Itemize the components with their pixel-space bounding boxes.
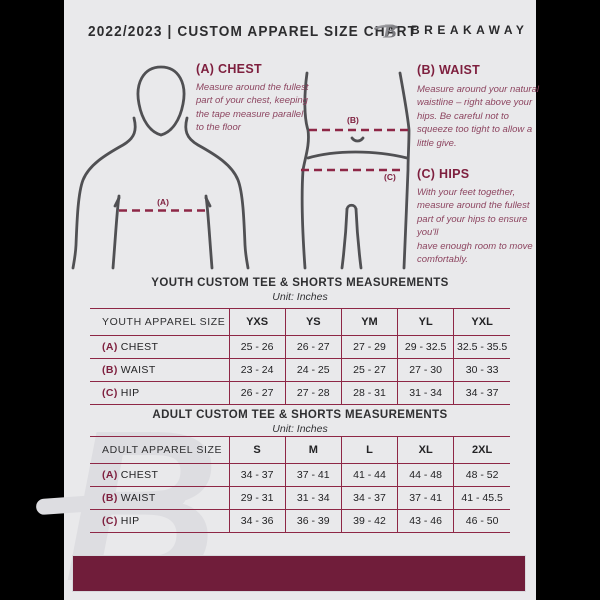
adult-table-title: ADULT CUSTOM TEE & SHORTS MEASUREMENTS [152,409,448,421]
measurement-value-cell: 25 - 27 [340,358,398,382]
waist-instruction-heading: (B) WAIST [417,63,481,77]
adult-table-unit: Unit: Inches [272,423,328,435]
size-column-header: S [228,436,286,464]
table-row: (C) HIP 26 - 27 27 - 28 28 - 31 31 - 34 34 - 3… [90,381,510,405]
measurement-value-cell: 31 - 34 [397,381,454,405]
apparel-size-header: YOUTH APPAREL SIZE [90,308,229,336]
measurement-value-cell: 44 - 48 [397,463,454,487]
measurement-value-cell: 37 - 41 [397,486,454,510]
measurement-value-cell: 28 - 31 [340,381,398,405]
hips-instruction-body: With your feet together, measure around … [417,187,533,266]
measurement-letter: (A) [102,341,118,353]
measurement-value-cell: 34 - 37 [340,486,398,510]
chest-instruction-heading: (A) CHEST [196,62,262,76]
measurement-value-cell: 25 - 26 [228,335,286,359]
measurement-label-cell: (B) WAIST [90,486,229,510]
upper-body-diagram [71,65,250,270]
measurement-name: WAIST [120,492,156,504]
size-column-header: M [284,436,342,464]
measurement-value-cell: 23 - 24 [228,358,286,382]
size-column-header: YL [397,308,454,336]
measurement-value-cell: 41 - 44 [340,463,398,487]
measurement-value-cell: 26 - 27 [228,381,286,405]
measurement-value-cell: 31 - 34 [284,486,342,510]
table-row: (A) CHEST 34 - 37 37 - 41 41 - 44 44 - 48 48 -… [90,463,510,487]
measurement-name: CHEST [120,469,159,481]
svg-text:B: B [382,21,397,43]
measurement-name: WAIST [120,364,156,376]
size-column-header: YS [284,308,342,336]
measurement-label-cell: (C) HIP [90,381,229,405]
measurement-value-cell: 39 - 42 [340,509,398,533]
youth-size-table: YOUTH APPAREL SIZE YXS YS YM YL YXL (A) CHEST 25… [90,308,510,405]
apparel-size-header: ADULT APPAREL SIZE [90,436,229,464]
waist-line-label: (B) [347,115,359,125]
adult-size-table: ADULT APPAREL SIZE S M L XL 2XL (A) CHEST 34 - 3… [90,436,510,533]
chest-instruction-body: Measure around the fullest part of your … [196,82,309,134]
measurement-letter: (C) [102,515,118,527]
table-row: (B) WAIST 23 - 24 24 - 25 25 - 27 27 - 30 30 -… [90,358,510,382]
measurement-letter: (A) [102,469,118,481]
size-column-header: L [340,436,398,464]
lower-body-diagram [300,71,411,270]
table-row: (C) HIP 34 - 36 36 - 39 39 - 42 43 - 46 46 - 5… [90,509,510,533]
measurement-label-cell: (B) WAIST [90,358,229,382]
measurement-name: HIP [120,387,140,399]
measurement-value-cell: 27 - 30 [397,358,454,382]
chest-line-label: (A) [157,197,169,207]
measurement-value-cell: 30 - 33 [453,358,510,382]
measurement-value-cell: 36 - 39 [284,509,342,533]
measurement-value-cell: 29 - 31 [228,486,286,510]
measurement-name: HIP [120,515,140,527]
measurement-value-cell: 26 - 27 [284,335,342,359]
brand-lockup: B BREAKAWAY [374,17,528,43]
youth-table-title: YOUTH CUSTOM TEE & SHORTS MEASUREMENTS [151,277,449,289]
table-row: (B) WAIST 29 - 31 31 - 34 34 - 37 37 - 41 41 -… [90,486,510,510]
measurement-value-cell: 34 - 37 [453,381,510,405]
table-header-row: ADULT APPAREL SIZE S M L XL 2XL [90,436,510,464]
measurement-value-cell: 41 - 45.5 [453,486,510,510]
size-chart-page: B 2022/2023 | CUSTOM APPAREL SIZE CHART … [35,0,539,600]
measurement-label-cell: (C) HIP [90,509,229,533]
measurement-letter: (C) [102,387,118,399]
size-column-header: YXL [453,308,510,336]
size-column-header: YM [340,308,398,336]
measurement-value-cell: 46 - 50 [453,509,510,533]
measurement-label-cell: (A) CHEST [90,335,229,359]
table-header-row: YOUTH APPAREL SIZE YXS YS YM YL YXL [90,308,510,336]
measurement-letter: (B) [102,364,118,376]
waist-instruction-body: Measure around your natural waistline – … [417,84,539,149]
size-column-header: 2XL [453,436,510,464]
measurement-value-cell: 27 - 29 [340,335,398,359]
measurement-value-cell: 24 - 25 [284,358,342,382]
measurement-value-cell: 34 - 37 [228,463,286,487]
size-column-header: XL [397,436,454,464]
measurement-value-cell: 29 - 32.5 [397,335,454,359]
size-column-header: YXS [228,308,286,336]
measurement-value-cell: 32.5 - 35.5 [453,335,510,359]
measurement-letter: (B) [102,492,118,504]
measurement-value-cell: 43 - 46 [397,509,454,533]
youth-table-unit: Unit: Inches [272,291,328,303]
measurement-label-cell: (A) CHEST [90,463,229,487]
measurement-value-cell: 27 - 28 [284,381,342,405]
brand-wordmark: BREAKAWAY [411,23,529,37]
measurement-value-cell: 34 - 36 [228,509,286,533]
hips-instruction-heading: (C) HIPS [417,167,470,181]
measurement-value-cell: 37 - 41 [284,463,342,487]
page-title: 2022/2023 | CUSTOM APPAREL SIZE CHART [88,24,418,40]
measurement-name: CHEST [120,341,159,353]
measurement-value-cell: 48 - 52 [453,463,510,487]
footer-accent-bar [72,555,526,592]
hips-line-label: (C) [384,172,396,182]
breakaway-logo-icon: B [374,21,398,43]
table-row: (A) CHEST 25 - 26 26 - 27 27 - 29 29 - 32.5 32… [90,335,510,359]
